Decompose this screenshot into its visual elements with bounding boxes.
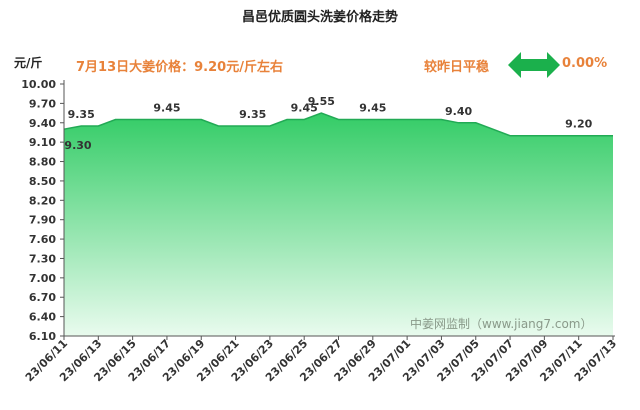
data-label: 9.45 bbox=[359, 102, 386, 115]
data-label: 9.55 bbox=[308, 95, 335, 108]
y-tick-label: 8.80 bbox=[29, 156, 56, 169]
data-label: 9.35 bbox=[68, 108, 95, 121]
y-tick-label: 6.10 bbox=[29, 330, 56, 343]
double-arrow-icon bbox=[508, 52, 560, 78]
data-label: 9.45 bbox=[291, 102, 318, 115]
data-label: 9.35 bbox=[239, 108, 266, 121]
y-tick-label: 8.20 bbox=[29, 194, 56, 207]
price-note: 7月13日大姜价格：9.20元/斤左右 bbox=[76, 60, 283, 75]
y-tick-label: 10.00 bbox=[21, 78, 56, 91]
y-axis-unit: 元/斤 bbox=[14, 56, 43, 70]
y-tick-label: 9.70 bbox=[29, 97, 56, 110]
data-label: 9.20 bbox=[565, 118, 592, 131]
price-area bbox=[64, 113, 613, 336]
double-arrow-shape bbox=[508, 52, 560, 78]
y-tick-label: 7.60 bbox=[29, 233, 56, 246]
compare-value: 0.00% bbox=[562, 56, 608, 71]
chart-title: 昌邑优质圆头洗姜价格走势 bbox=[241, 10, 398, 25]
y-tick-label: 7.00 bbox=[29, 272, 56, 285]
data-label: 9.30 bbox=[64, 139, 91, 152]
compare-label: 较昨日平稳 bbox=[424, 60, 490, 75]
data-label: 9.45 bbox=[153, 102, 180, 115]
price-line bbox=[63, 112, 613, 137]
y-tick-label: 6.40 bbox=[29, 311, 56, 324]
y-tick-label: 9.40 bbox=[29, 117, 56, 130]
y-tick-label: 7.90 bbox=[29, 214, 56, 227]
y-tick-label: 8.50 bbox=[29, 175, 56, 188]
data-label: 9.40 bbox=[445, 105, 472, 118]
watermark: 中姜网监制（www.jiang7.com） bbox=[410, 317, 593, 331]
y-tick-label: 6.70 bbox=[29, 291, 56, 304]
y-tick-label: 7.30 bbox=[29, 252, 56, 265]
y-tick-label: 9.10 bbox=[29, 136, 56, 149]
